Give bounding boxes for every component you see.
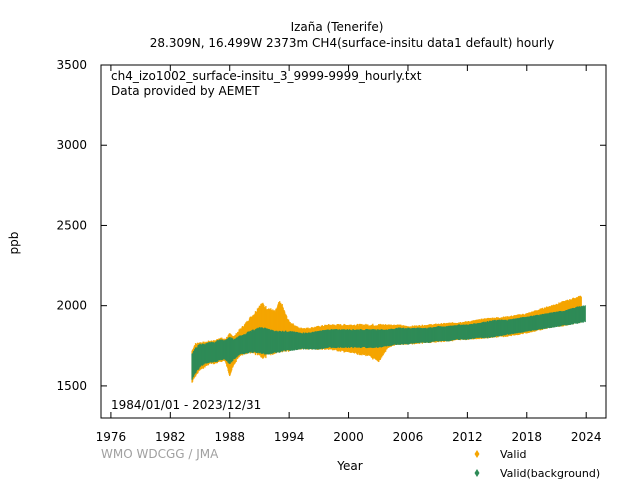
x-axis: 1976 1982 1988 1994 2000 2006 2012 2018 2024 (96, 65, 602, 444)
y-tick-label: 2500 (56, 218, 87, 232)
date-range: 1984/01/01 - 2023/12/31 (111, 398, 261, 412)
x-tick-label: 1994 (274, 430, 305, 444)
x-tick-label: 2006 (393, 430, 424, 444)
chart-subtitle: 28.309N, 16.499W 2373m CH4(surface-insit… (150, 36, 554, 50)
data-points (191, 295, 586, 383)
x-tick-label: 2024 (571, 430, 602, 444)
plot-frame (100, 64, 607, 419)
y-tick-label: 1500 (56, 379, 87, 393)
legend-valid-label: Valid (500, 448, 527, 461)
x-axis-label: Year (336, 459, 362, 473)
station-title: Izaña (Tenerife) (291, 20, 384, 34)
data-filename: ch4_izo1002_surface-insitu_3_9999-9999_h… (111, 69, 422, 83)
x-tick-label: 1976 (96, 430, 127, 444)
y-axis: 1500 2000 2500 3000 3500 (56, 58, 606, 393)
x-tick-label: 2012 (452, 430, 483, 444)
y-axis-label: ppb (7, 232, 21, 255)
data-provider: Data provided by AEMET (111, 84, 260, 98)
x-tick-label: 1982 (155, 430, 186, 444)
y-tick-label: 3000 (56, 138, 87, 152)
x-tick-label: 2018 (512, 430, 543, 444)
legend-valid-marker (474, 450, 480, 458)
series-background (191, 305, 586, 380)
credit-label: WMO WDCGG / JMA (101, 447, 219, 461)
x-tick-label: 2000 (333, 430, 364, 444)
legend-background-label: Valid(background) (500, 467, 600, 480)
legend-background-marker (474, 469, 480, 477)
y-tick-label: 2000 (56, 299, 87, 313)
y-tick-label: 3500 (56, 58, 87, 72)
legend: Valid Valid(background) (474, 448, 600, 480)
x-tick-label: 1988 (214, 430, 245, 444)
